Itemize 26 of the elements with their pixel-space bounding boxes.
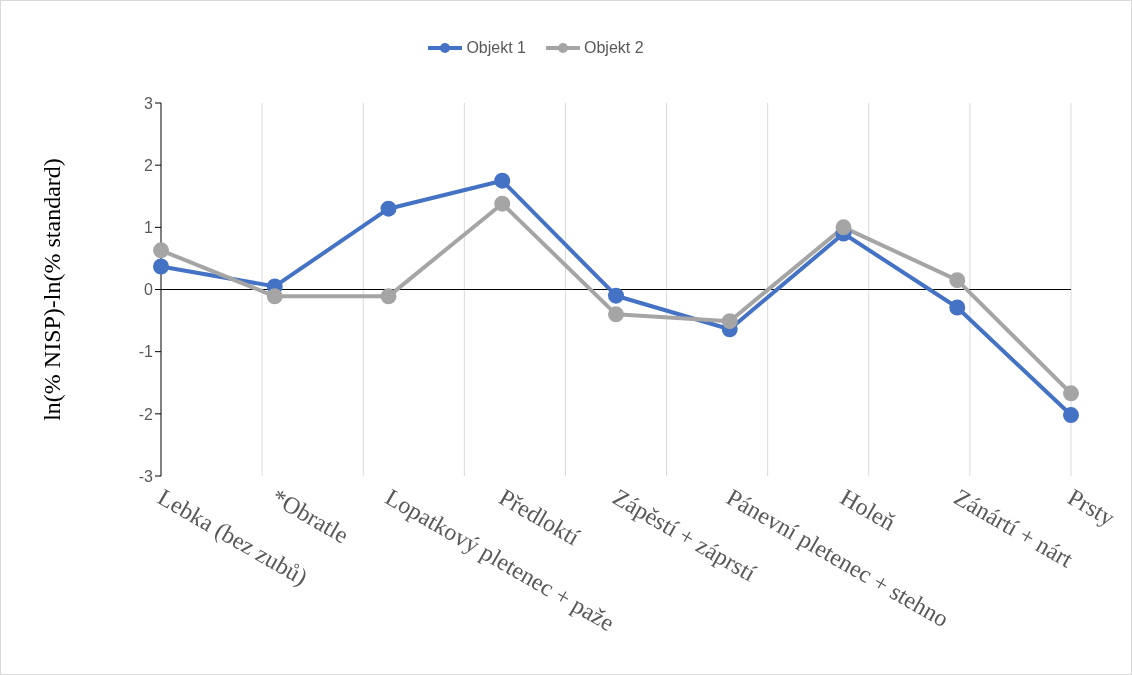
point <box>1063 407 1079 424</box>
point <box>153 258 169 275</box>
x-tick-label: Prsty <box>1063 483 1120 532</box>
y-tick-label: -1 <box>138 343 154 361</box>
y-tick-label: -3 <box>138 467 154 485</box>
point <box>380 288 397 305</box>
point <box>949 299 966 316</box>
y-tick-label: 3 <box>144 94 154 112</box>
point <box>835 219 852 236</box>
point <box>949 272 966 289</box>
point <box>266 288 283 305</box>
legend-label: Objekt 1 <box>466 39 526 57</box>
point <box>380 200 397 217</box>
y-tick-label: 0 <box>144 281 154 299</box>
y-axis-title: ln(% NISP)-ln(% standard) <box>38 158 65 421</box>
point <box>1063 385 1079 402</box>
point <box>153 242 169 259</box>
y-tick-label: -2 <box>138 405 154 423</box>
point <box>608 306 624 323</box>
point <box>494 195 511 212</box>
point <box>608 287 624 304</box>
point <box>721 313 738 330</box>
y-tick-label: 2 <box>144 156 154 174</box>
point <box>494 172 511 189</box>
legend-label: Objekt 2 <box>584 39 644 57</box>
y-tick-label: 1 <box>144 219 154 237</box>
